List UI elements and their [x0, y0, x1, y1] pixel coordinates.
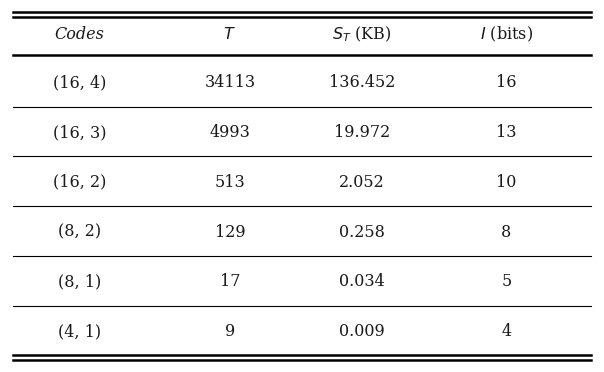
Text: 34113: 34113: [204, 74, 255, 91]
Text: $T$: $T$: [223, 26, 236, 43]
Text: (16, 3): (16, 3): [53, 124, 106, 141]
Text: 513: 513: [214, 174, 245, 191]
Text: 129: 129: [214, 224, 245, 241]
Text: $I$ (bits): $I$ (bits): [480, 25, 533, 44]
Text: (16, 4): (16, 4): [53, 74, 106, 91]
Text: (16, 2): (16, 2): [53, 174, 106, 191]
Text: 0.034: 0.034: [339, 273, 385, 291]
Text: 0.009: 0.009: [339, 323, 385, 340]
Text: (4, 1): (4, 1): [58, 323, 101, 340]
Text: 2.052: 2.052: [339, 174, 385, 191]
Text: 4: 4: [501, 323, 512, 340]
Text: 19.972: 19.972: [334, 124, 390, 141]
Text: 4993: 4993: [210, 124, 250, 141]
Text: 9: 9: [225, 323, 235, 340]
Text: 8: 8: [501, 224, 512, 241]
Text: (8, 2): (8, 2): [58, 224, 101, 241]
Text: Codes: Codes: [54, 26, 104, 43]
Text: 0.258: 0.258: [339, 224, 385, 241]
Text: 17: 17: [220, 273, 240, 291]
Text: $S_T$ (KB): $S_T$ (KB): [332, 25, 392, 44]
Text: (8, 1): (8, 1): [58, 273, 101, 291]
Text: 13: 13: [496, 124, 516, 141]
Text: 16: 16: [496, 74, 516, 91]
Text: 136.452: 136.452: [329, 74, 395, 91]
Text: 10: 10: [496, 174, 516, 191]
Text: 5: 5: [501, 273, 512, 291]
